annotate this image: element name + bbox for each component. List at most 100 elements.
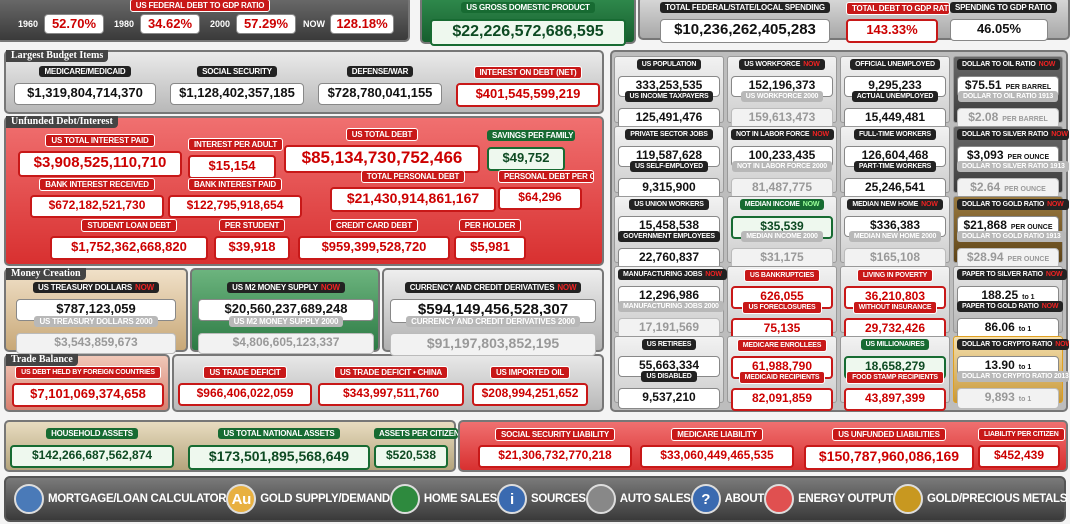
section-title: Money Creation xyxy=(6,268,86,280)
stat-box: US TREASURY DOLLARS NOW $787,123,059 xyxy=(16,282,176,321)
nav-label: GOLD/PRECIOUS METALS xyxy=(927,493,1068,505)
nav-item[interactable]: MORTGAGE/LOAN CALCULATOR xyxy=(14,484,227,514)
value-text: $401,545,599,219 xyxy=(475,86,581,101)
value-text: 100,233,435 xyxy=(748,148,816,162)
nav-label: MORTGAGE/LOAN CALCULATOR xyxy=(48,493,227,505)
stat-label: WITHOUT INSURANCE xyxy=(852,301,938,314)
label-text: PAPER TO GOLD RATIO xyxy=(962,303,1039,310)
label-tag: NOW xyxy=(1055,341,1069,348)
value-text: $728,780,041,155 xyxy=(327,85,433,100)
stat-box: SPENDING TO GDP RATIO 46.05% xyxy=(950,2,1057,41)
nav-item[interactable]: HOME SALES xyxy=(389,484,497,514)
stat-label: DEFENSE/WAR xyxy=(346,66,414,77)
label-text: FULL-TIME WORKERS xyxy=(858,131,932,138)
value-text: $10,236,262,405,283 xyxy=(674,21,816,38)
label-text: DOLLAR TO CRYPTO RATIO xyxy=(962,341,1053,348)
section-title: Largest Budget Items xyxy=(6,50,109,62)
label-tag: NOW xyxy=(1038,61,1056,68)
value-text: $343,997,511,760 xyxy=(342,386,440,400)
stat-box: US SELF-EMPLOYED 9,315,900 xyxy=(618,161,720,199)
stat-label: INTEREST ON DEBT (NET) xyxy=(473,66,583,79)
stat-label: LIABILITY PER CITIZEN xyxy=(978,428,1065,441)
stat-box: LIABILITY PER CITIZEN $452,439 xyxy=(978,428,1065,468)
stat-label: US WORKFORCE NOW xyxy=(739,59,825,70)
label-text: HOUSEHOLD ASSETS xyxy=(51,429,133,438)
value-unit: to 1 xyxy=(1018,396,1032,403)
label-text: BANK INTEREST PAID xyxy=(193,180,277,189)
nav-icon xyxy=(14,484,44,514)
nav-item[interactable]: Au GOLD SUPPLY/DEMAND xyxy=(226,484,390,514)
stat-value: $343,997,511,760 xyxy=(318,383,464,406)
stat-label: MEDICARE LIABILITY xyxy=(671,428,763,441)
stat-value: $165,108 xyxy=(844,248,946,269)
value-unit: to 1 xyxy=(1018,364,1032,371)
label-text: US RETIREES xyxy=(646,341,692,348)
label-text: US BANKRUPTCIES xyxy=(749,272,815,279)
nav-icon xyxy=(585,484,616,514)
value-text: $15,154 xyxy=(208,158,256,173)
stat-box: DOLLAR TO SILVER RATIO 1913 $2.64 PER OUNC… xyxy=(957,161,1069,199)
label-text: INTEREST ON DEBT (NET) xyxy=(479,68,577,77)
value-text: 143.33% xyxy=(866,22,918,37)
label-text: US DISABLED xyxy=(646,373,692,380)
label-text: ACTUAL UNEMPLOYED xyxy=(856,93,934,100)
stat-label: TOTAL DEBT TO GDP RATIO xyxy=(846,2,950,15)
stat-value: $1,752,362,668,820 xyxy=(50,236,208,260)
nav-item[interactable]: i SOURCES xyxy=(496,484,586,514)
nav-icon: ? xyxy=(690,484,721,514)
value-text: $33,060,449,465,535 xyxy=(660,448,774,462)
stat-value: $21,306,732,770,218 xyxy=(478,445,632,468)
stat-value: $1,128,402,357,185 xyxy=(170,83,304,105)
label-text: MEDICARE/MEDICAID xyxy=(44,67,126,76)
label-text: SPENDING TO GDP RATIO xyxy=(955,3,1052,12)
value-text: 55,663,334 xyxy=(638,358,700,372)
stat-value: $2.64 PER OUNCE xyxy=(957,178,1059,199)
nav-item[interactable]: AUTO SALES xyxy=(585,484,691,514)
nav-label: ABOUT xyxy=(724,493,765,505)
ratio-year: 2000 xyxy=(209,19,231,29)
nav-item[interactable]: GOLD/PRECIOUS METALS xyxy=(893,484,1067,514)
label-text: MANUFACTURING JOBS xyxy=(623,271,703,278)
value-text: 15,458,538 xyxy=(638,218,700,232)
stat-value: 25,246,541 xyxy=(844,178,946,199)
value-text: 82,091,859 xyxy=(751,391,813,405)
value-text: 86.06 xyxy=(984,320,1015,334)
label-tag: NOW xyxy=(705,271,722,278)
stat-label: DOLLAR TO GOLD RATIO NOW xyxy=(957,199,1069,210)
stat-label: US TOTAL NATIONAL ASSETS xyxy=(218,428,340,439)
stat-box: SAVINGS PER FAMILY $49,752 xyxy=(487,130,575,171)
stat-label: FULL-TIME WORKERS xyxy=(853,129,937,140)
label-text: US UNFUNDED LIABILITIES xyxy=(838,430,940,439)
value-text: $165,108 xyxy=(869,250,921,264)
stat-box: US TRADE DEFICIT • CHINA $343,997,511,760 xyxy=(318,366,464,406)
value-text: $452,439 xyxy=(993,448,1045,462)
stat-label: PART-TIME WORKERS xyxy=(853,161,937,172)
stat-box: CREDIT CARD DEBT $959,399,528,720 xyxy=(298,219,450,260)
label-text: CURRENCY AND CREDIT DERIVATIVES xyxy=(409,283,555,292)
stat-value: $28.94 PER OUNCE xyxy=(957,248,1059,269)
nav-item[interactable]: ? ABOUT xyxy=(690,484,765,514)
stat-value: $15,154 xyxy=(188,155,276,179)
value-text: $336,383 xyxy=(869,218,921,232)
stat-box: BANK INTEREST PAID $122,795,918,654 xyxy=(168,178,302,218)
value-text: 125,491,476 xyxy=(635,110,703,124)
label-text: MEDICARE LIABILITY xyxy=(677,430,757,439)
value-text: $75.51 xyxy=(964,78,1002,92)
label-text: US WORKFORCE xyxy=(744,61,801,68)
stat-label: US BANKRUPTCIES xyxy=(743,269,821,282)
value-text: $21,868 xyxy=(963,218,1007,232)
stat-value: $787,123,059 xyxy=(16,299,176,321)
stat-box: US TRADE DEFICIT $966,406,022,059 xyxy=(178,366,312,406)
label-text: PER HOLDER xyxy=(464,221,516,230)
label-text: SOCIAL SECURITY LIABILITY xyxy=(500,430,610,439)
stat-value: 125,491,476 xyxy=(618,108,720,129)
label-text: SAVINGS PER FAMILY xyxy=(492,131,574,140)
stat-box: DOLLAR TO OIL RATIO 1913 $2.08 PER BARREL xyxy=(957,91,1059,129)
stat-box: MEDICARE/MEDICAID $1,319,804,714,370 xyxy=(14,66,156,105)
stat-box: NOT IN LABOR FORCE 2000 81,487,775 xyxy=(731,161,833,199)
nav-item[interactable]: ENERGY OUTPUT xyxy=(764,484,893,514)
value-text: 29,732,426 xyxy=(864,321,926,335)
stat-label: PAPER TO SILVER RATIO NOW xyxy=(957,269,1068,280)
value-unit: to 1 xyxy=(1022,294,1035,301)
